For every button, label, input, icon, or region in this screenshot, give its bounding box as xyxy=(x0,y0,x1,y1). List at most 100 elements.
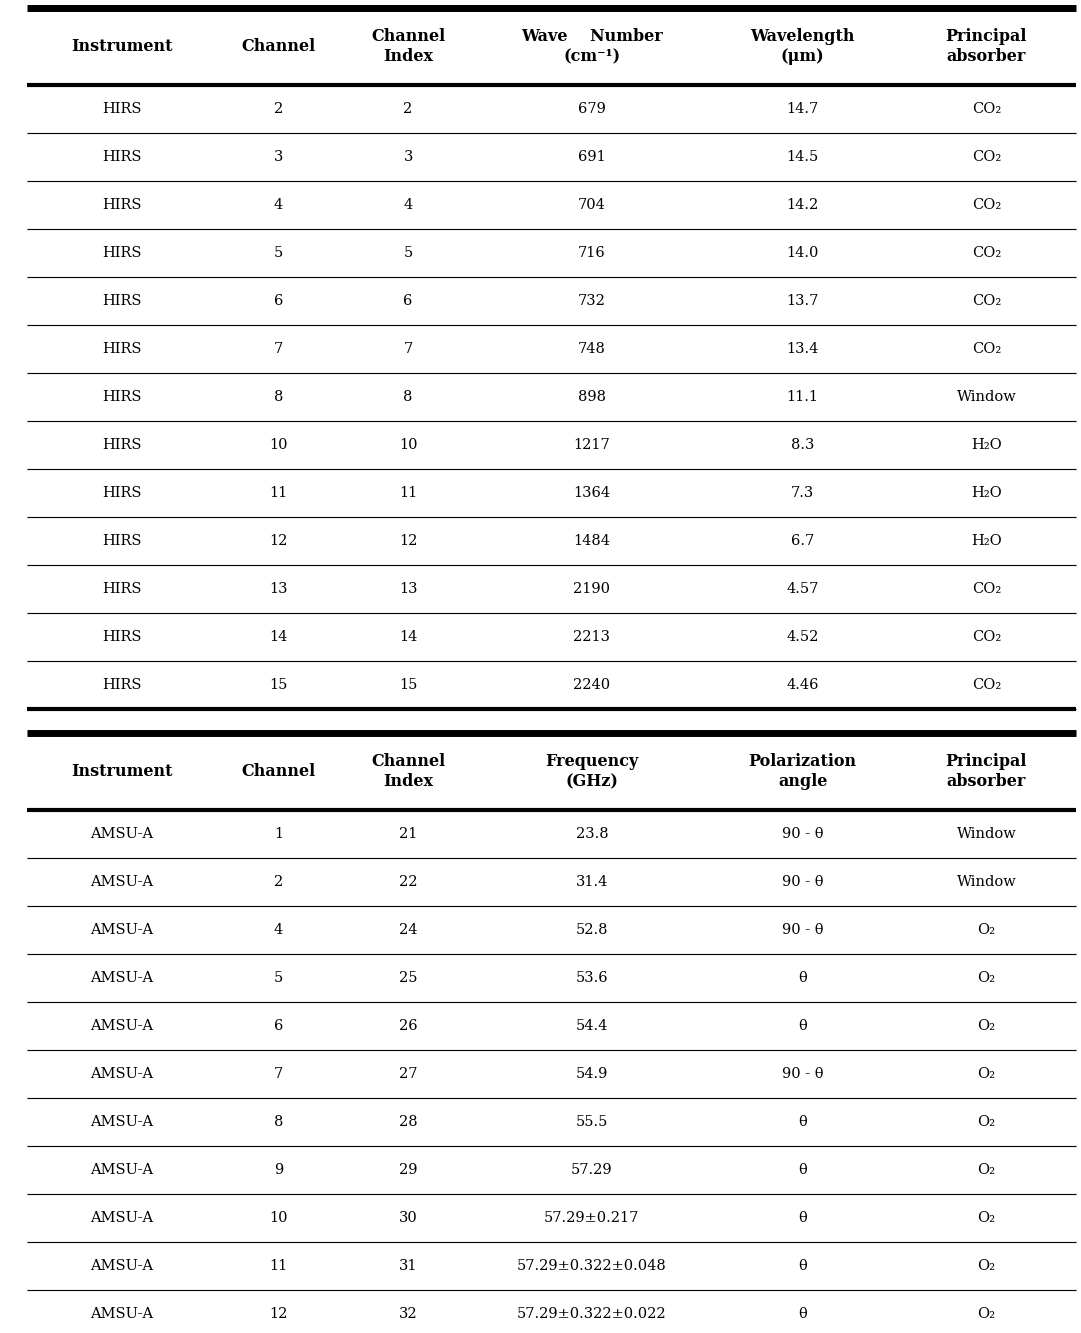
Text: 52.8: 52.8 xyxy=(575,924,609,937)
Text: AMSU-A: AMSU-A xyxy=(90,828,154,841)
Text: 55.5: 55.5 xyxy=(576,1116,608,1129)
Text: 10: 10 xyxy=(269,439,288,452)
Text: 13.4: 13.4 xyxy=(787,343,818,356)
Text: O₂: O₂ xyxy=(977,1068,996,1081)
Text: θ: θ xyxy=(798,1260,808,1273)
Text: 9: 9 xyxy=(273,1164,283,1177)
Text: 57.29±0.322±0.022: 57.29±0.322±0.022 xyxy=(517,1308,667,1321)
Text: 1217: 1217 xyxy=(574,439,610,452)
Text: Channel: Channel xyxy=(241,39,316,55)
Text: 15: 15 xyxy=(399,678,417,692)
Text: O₂: O₂ xyxy=(977,924,996,937)
Text: 27: 27 xyxy=(399,1068,417,1081)
Text: θ: θ xyxy=(798,1020,808,1033)
Text: 23.8: 23.8 xyxy=(575,828,609,841)
Text: 7: 7 xyxy=(273,1068,283,1081)
Text: Instrument: Instrument xyxy=(71,764,172,780)
Text: 748: 748 xyxy=(578,343,605,356)
Text: 7: 7 xyxy=(273,343,283,356)
Text: CO₂: CO₂ xyxy=(972,343,1001,356)
Text: Channel
Index: Channel Index xyxy=(371,753,445,790)
Text: 6: 6 xyxy=(403,295,413,308)
Text: 8: 8 xyxy=(273,391,283,404)
Text: 6: 6 xyxy=(273,1020,283,1033)
Text: 4: 4 xyxy=(403,199,413,212)
Text: 679: 679 xyxy=(578,103,605,116)
Text: HIRS: HIRS xyxy=(102,151,142,164)
Text: HIRS: HIRS xyxy=(102,678,142,692)
Text: CO₂: CO₂ xyxy=(972,631,1001,644)
Text: θ: θ xyxy=(798,1116,808,1129)
Text: 11: 11 xyxy=(269,1260,288,1273)
Text: 25: 25 xyxy=(399,972,417,985)
Text: 26: 26 xyxy=(399,1020,417,1033)
Text: 11: 11 xyxy=(399,487,417,500)
Text: 90 - θ: 90 - θ xyxy=(782,876,824,889)
Text: 14: 14 xyxy=(269,631,288,644)
Text: 22: 22 xyxy=(399,876,417,889)
Text: 14.2: 14.2 xyxy=(787,199,818,212)
Text: 14: 14 xyxy=(399,631,417,644)
Text: H₂O: H₂O xyxy=(971,535,1002,548)
Text: 1364: 1364 xyxy=(573,487,611,500)
Text: 57.29±0.217: 57.29±0.217 xyxy=(544,1212,640,1225)
Text: 12: 12 xyxy=(399,535,417,548)
Text: 30: 30 xyxy=(399,1212,417,1225)
Text: 13: 13 xyxy=(399,583,417,596)
Text: 691: 691 xyxy=(578,151,605,164)
Text: O₂: O₂ xyxy=(977,1212,996,1225)
Text: AMSU-A: AMSU-A xyxy=(90,1020,154,1033)
Text: 8.3: 8.3 xyxy=(791,439,814,452)
Text: AMSU-A: AMSU-A xyxy=(90,1164,154,1177)
Text: AMSU-A: AMSU-A xyxy=(90,972,154,985)
Text: Channel
Index: Channel Index xyxy=(371,28,445,65)
Text: 2240: 2240 xyxy=(573,678,611,692)
Text: O₂: O₂ xyxy=(977,1260,996,1273)
Text: 11: 11 xyxy=(269,487,288,500)
Text: H₂O: H₂O xyxy=(971,487,1002,500)
Text: 14.0: 14.0 xyxy=(787,247,818,260)
Text: 2: 2 xyxy=(273,876,283,889)
Text: Polarization
angle: Polarization angle xyxy=(748,753,857,790)
Text: Principal
absorber: Principal absorber xyxy=(946,753,1027,790)
Text: θ: θ xyxy=(798,1164,808,1177)
Text: 1484: 1484 xyxy=(573,535,611,548)
Text: Principal
absorber: Principal absorber xyxy=(946,28,1027,65)
Text: 8: 8 xyxy=(273,1116,283,1129)
Text: Channel: Channel xyxy=(241,764,316,780)
Text: 6.7: 6.7 xyxy=(791,535,814,548)
Text: 4.52: 4.52 xyxy=(787,631,818,644)
Text: AMSU-A: AMSU-A xyxy=(90,1212,154,1225)
Text: AMSU-A: AMSU-A xyxy=(90,876,154,889)
Text: CO₂: CO₂ xyxy=(972,295,1001,308)
Text: HIRS: HIRS xyxy=(102,487,142,500)
Text: O₂: O₂ xyxy=(977,1116,996,1129)
Text: HIRS: HIRS xyxy=(102,103,142,116)
Text: 2: 2 xyxy=(273,103,283,116)
Text: 21: 21 xyxy=(399,828,417,841)
Text: 57.29±0.322±0.048: 57.29±0.322±0.048 xyxy=(517,1260,667,1273)
Text: 53.6: 53.6 xyxy=(575,972,609,985)
Text: 3: 3 xyxy=(273,151,283,164)
Text: 14.5: 14.5 xyxy=(787,151,818,164)
Text: CO₂: CO₂ xyxy=(972,199,1001,212)
Text: 11.1: 11.1 xyxy=(787,391,818,404)
Text: 10: 10 xyxy=(269,1212,288,1225)
Text: HIRS: HIRS xyxy=(102,295,142,308)
Text: Wavelength
(μm): Wavelength (μm) xyxy=(750,28,855,65)
Text: HIRS: HIRS xyxy=(102,631,142,644)
Text: O₂: O₂ xyxy=(977,1164,996,1177)
Text: AMSU-A: AMSU-A xyxy=(90,1068,154,1081)
Text: 13.7: 13.7 xyxy=(787,295,818,308)
Text: 7: 7 xyxy=(403,343,413,356)
Text: 54.9: 54.9 xyxy=(576,1068,608,1081)
Text: 4: 4 xyxy=(273,199,283,212)
Text: Wave    Number
(cm⁻¹): Wave Number (cm⁻¹) xyxy=(521,28,663,65)
Text: AMSU-A: AMSU-A xyxy=(90,1308,154,1321)
Text: HIRS: HIRS xyxy=(102,439,142,452)
Text: 7.3: 7.3 xyxy=(791,487,814,500)
Text: Window: Window xyxy=(957,391,1016,404)
Text: Instrument: Instrument xyxy=(71,39,172,55)
Text: 716: 716 xyxy=(578,247,605,260)
Text: 32: 32 xyxy=(399,1308,417,1321)
